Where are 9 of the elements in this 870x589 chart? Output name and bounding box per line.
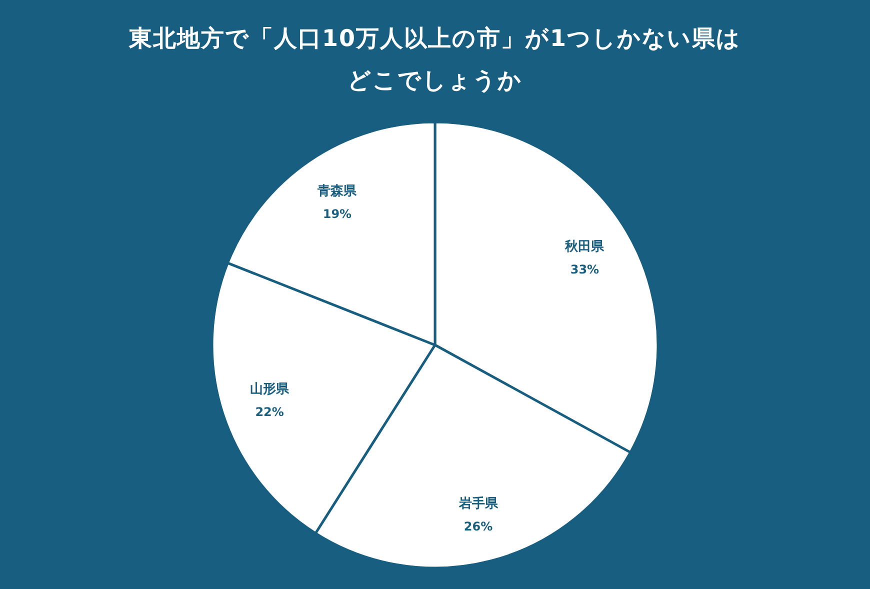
slice-label: 秋田県 [564,239,606,254]
data-label: 19% [322,207,352,222]
data-label: 26% [464,519,493,534]
data-label: 22% [255,404,284,419]
slice-label: 山形県 [250,382,290,397]
slice-label: 岩手県 [458,495,499,512]
slice-label: 青森県 [316,184,358,200]
chart-title: 東北地方で「人口10万人以上の市」が1つしかない県はどこでしょうか [128,25,742,96]
data-label: 33% [570,262,600,276]
